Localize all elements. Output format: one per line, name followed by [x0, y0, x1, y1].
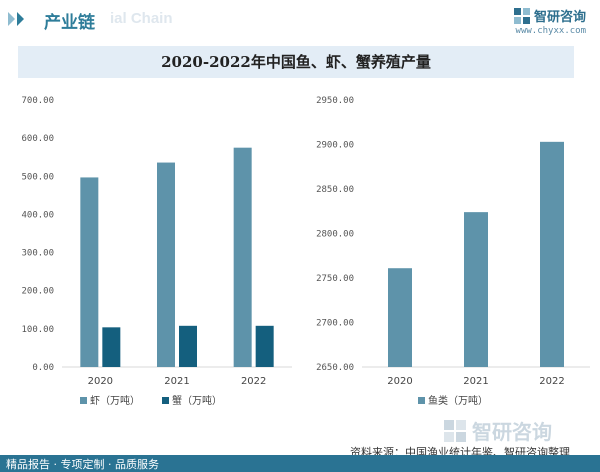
footer-slogan: 精品报告 · 专项定制 · 品质服务: [6, 458, 159, 471]
brand-block: 智研咨询 www.chyxx.com: [513, 6, 586, 36]
chart2-ytick-label: 2800.00: [316, 230, 354, 240]
chart-title: 2020-2022年中国鱼、虾、蟹养殖产量: [161, 53, 431, 71]
chart1-legend-swatch: [162, 397, 169, 404]
brand-url: www.chyxx.com: [515, 26, 586, 36]
chart1-bar: [179, 325, 197, 367]
brand-name: 智研咨询: [533, 10, 586, 25]
chart1-xtick-label: 2020: [88, 376, 113, 387]
chart1-ytick-label: 300.00: [21, 249, 54, 259]
chart1-ytick-label: 700.00: [21, 96, 54, 106]
footer-bar: 精品报告 · 专项定制 · 品质服务: [0, 455, 600, 472]
title-band: 2020-2022年中国鱼、虾、蟹养殖产量: [18, 46, 574, 78]
chart1-bar: [80, 177, 99, 367]
chart2-legend-swatch: [418, 397, 425, 404]
chart2-ytick-label: 2750.00: [316, 274, 354, 284]
chart1-legend-swatch: [80, 397, 87, 404]
chart1-ytick-label: 200.00: [21, 287, 54, 297]
category-chevron-icon: [8, 12, 24, 26]
chart2-xtick-label: 2020: [387, 376, 412, 387]
chart1-ytick-label: 500.00: [21, 172, 54, 182]
chart1-ytick-label: 100.00: [21, 325, 54, 335]
watermark-logo: 智研咨询: [444, 416, 552, 445]
header: 产业链 ial Chain 智研咨询 www.chyxx.com: [0, 0, 600, 40]
chart2-bar: [540, 141, 564, 367]
chart1-legend-label: 蟹（万吨）: [172, 394, 222, 407]
watermark-text: ial Chain: [110, 10, 173, 27]
chart1-ytick-label: 600.00: [21, 134, 54, 144]
chart2-ytick-label: 2900.00: [316, 141, 354, 151]
chart2-ytick-label: 2950.00: [316, 96, 354, 106]
watermark-logo-text: 智研咨询: [472, 420, 552, 444]
chart2-ytick-label: 2700.00: [316, 319, 354, 329]
chart2-ytick-label: 2650.00: [316, 363, 354, 373]
chart2-bar: [464, 212, 488, 367]
chart1-bar: [157, 162, 175, 367]
chart1-xtick-label: 2021: [164, 376, 189, 387]
chart1-bar: [102, 327, 121, 367]
chart2-ytick-label: 2850.00: [316, 185, 354, 195]
category-title: 产业链: [44, 13, 95, 33]
watermark-logo-icon: [444, 419, 466, 442]
chart1-legend-label: 虾（万吨）: [90, 394, 140, 407]
chart1-ytick-label: 0.00: [32, 363, 54, 373]
chart2-legend-label: 鱼类（万吨）: [428, 394, 488, 407]
chart1-ytick-label: 400.00: [21, 210, 54, 220]
brand-logo-icon: [513, 7, 530, 24]
chart2-bar: [388, 268, 412, 367]
chart2-xtick-label: 2021: [463, 376, 488, 387]
chart2-xtick-label: 2022: [539, 376, 564, 387]
chart1-bar: [233, 147, 252, 367]
chart1-xtick-label: 2022: [241, 376, 266, 387]
chart1-bar: [255, 325, 274, 367]
